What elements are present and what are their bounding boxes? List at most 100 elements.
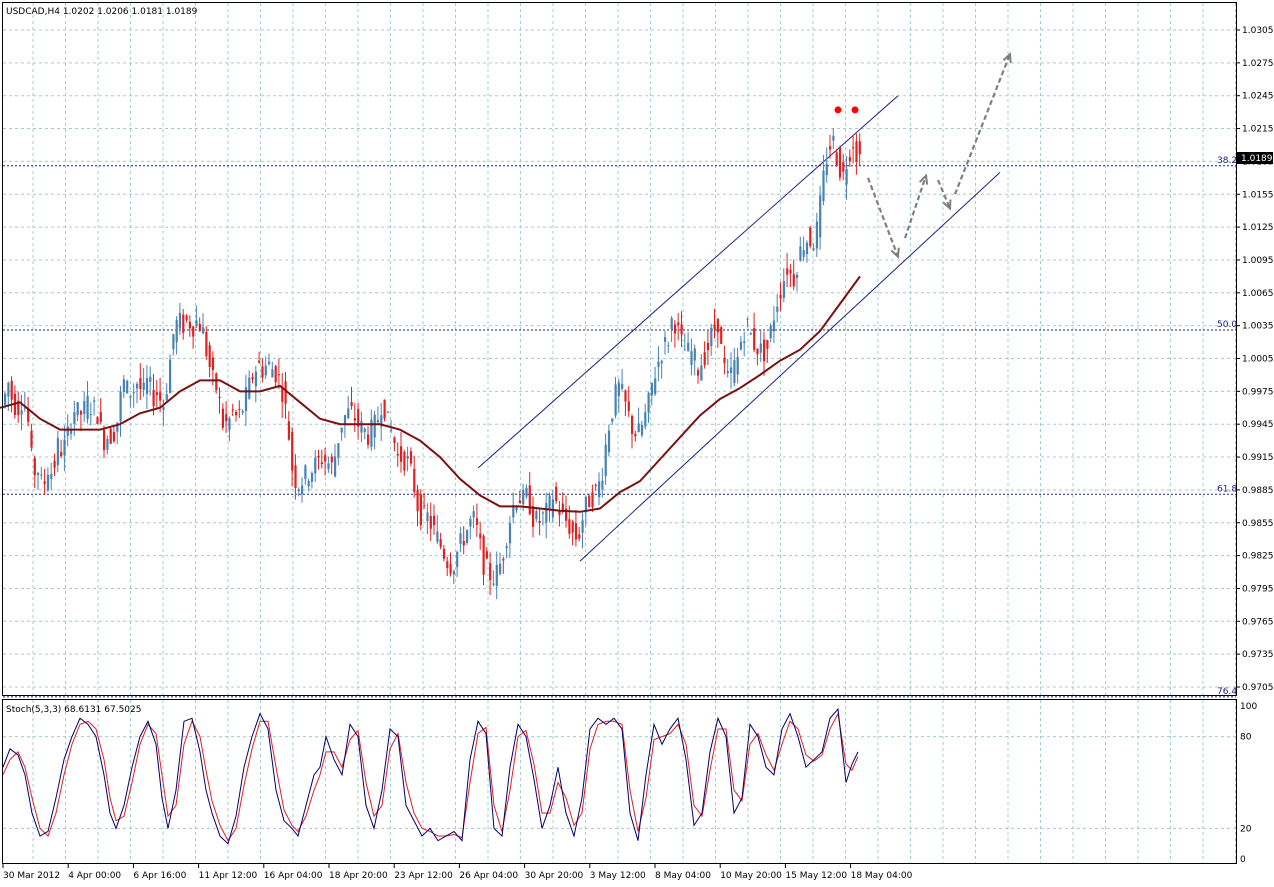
candle-body xyxy=(350,402,353,407)
candle-body xyxy=(122,379,125,393)
candle-body xyxy=(730,367,733,373)
candle-body xyxy=(40,474,43,476)
candle-body xyxy=(178,312,182,329)
candle-body xyxy=(548,495,551,510)
candle-body xyxy=(687,342,690,351)
candle-body xyxy=(360,421,363,433)
candle-body xyxy=(238,409,241,411)
candle-body xyxy=(835,152,838,166)
x-tick-label: 26 Apr 04:00 xyxy=(459,871,518,881)
candle-body xyxy=(86,395,89,419)
y-tick-label: 1.0155 xyxy=(1242,190,1274,200)
candle-body xyxy=(142,382,145,390)
y-tick-label: 1.0005 xyxy=(1242,355,1274,365)
fib-label: 76.4 xyxy=(1217,687,1237,697)
y-tick-label: 1.0305 xyxy=(1242,26,1274,36)
candle-body xyxy=(63,439,66,456)
candle-body xyxy=(466,530,469,544)
candle-body xyxy=(452,571,455,575)
candle-body xyxy=(502,558,505,561)
candle-body xyxy=(637,423,640,433)
candle-body xyxy=(218,396,221,398)
candle-body xyxy=(710,327,713,347)
candle-body xyxy=(73,412,76,424)
candle-body xyxy=(129,396,132,398)
candle-body xyxy=(347,408,350,419)
candle-body xyxy=(162,407,165,411)
stoch-signal-line xyxy=(2,712,859,842)
candle-body xyxy=(812,248,815,250)
candle-body xyxy=(565,508,568,521)
candle-body xyxy=(532,506,535,527)
candle-body xyxy=(482,535,485,575)
candle-body xyxy=(310,473,314,482)
candle-body xyxy=(786,268,789,275)
candle-body xyxy=(271,369,274,378)
x-tick-label: 15 May 12:00 xyxy=(785,871,847,881)
candle-body xyxy=(442,548,446,559)
candle-body xyxy=(228,418,231,430)
candle-body xyxy=(499,563,502,574)
candle-body xyxy=(624,390,627,402)
candle-body xyxy=(60,451,63,457)
candle-body xyxy=(700,365,703,381)
candle-body xyxy=(419,494,422,526)
projection-arrow-head xyxy=(942,199,952,211)
candle-body xyxy=(4,393,7,405)
candle-body xyxy=(591,492,594,508)
stoch-panel-frame xyxy=(2,699,1237,864)
candle-body xyxy=(779,294,782,299)
candle-body xyxy=(515,507,518,511)
candle-body xyxy=(852,147,855,149)
candle-body xyxy=(716,318,719,333)
candle-body xyxy=(805,242,809,255)
projection-arrow-line xyxy=(903,175,928,239)
candle-body xyxy=(195,320,198,327)
candle-body xyxy=(568,519,571,534)
candle-body xyxy=(789,269,792,274)
candle-body xyxy=(485,551,488,559)
candle-body xyxy=(578,534,581,539)
candle-body xyxy=(116,422,119,432)
candle-body xyxy=(726,371,729,374)
candle-body xyxy=(763,339,766,362)
fib-label: 50.0 xyxy=(1217,320,1237,330)
candle-body xyxy=(657,361,660,367)
candle-body xyxy=(376,420,380,423)
candle-body xyxy=(23,407,26,409)
candle-body xyxy=(469,518,472,527)
candle-body xyxy=(109,428,112,444)
candle-body xyxy=(340,427,343,433)
candle-body xyxy=(664,337,667,342)
candle-body xyxy=(426,512,429,522)
candle-body xyxy=(334,456,337,477)
candle-body xyxy=(261,366,264,378)
candle-body xyxy=(614,384,617,416)
candle-body xyxy=(673,324,677,334)
candle-body xyxy=(244,387,248,411)
candle-body xyxy=(508,523,512,544)
candle-body xyxy=(525,487,528,497)
candle-body xyxy=(400,446,403,462)
candle-body xyxy=(449,563,452,574)
candle-body xyxy=(697,369,700,376)
candle-body xyxy=(505,546,508,549)
candle-body xyxy=(277,374,281,376)
candle-body xyxy=(27,407,30,422)
candle-body xyxy=(373,414,376,438)
candle-body xyxy=(175,319,178,343)
candle-body xyxy=(492,583,495,585)
candle-body xyxy=(588,495,591,508)
candle-body xyxy=(383,399,386,419)
candle-body xyxy=(776,306,779,312)
candle-body xyxy=(604,444,607,476)
candle-body xyxy=(103,429,106,450)
candle-body xyxy=(221,408,224,428)
axes: 1.03051.02751.02451.02151.01851.01551.01… xyxy=(2,26,1274,881)
candle-body xyxy=(225,414,228,422)
y-tick-label: 1.0125 xyxy=(1242,223,1274,233)
top-marker xyxy=(834,106,842,114)
candle-body xyxy=(291,431,294,471)
